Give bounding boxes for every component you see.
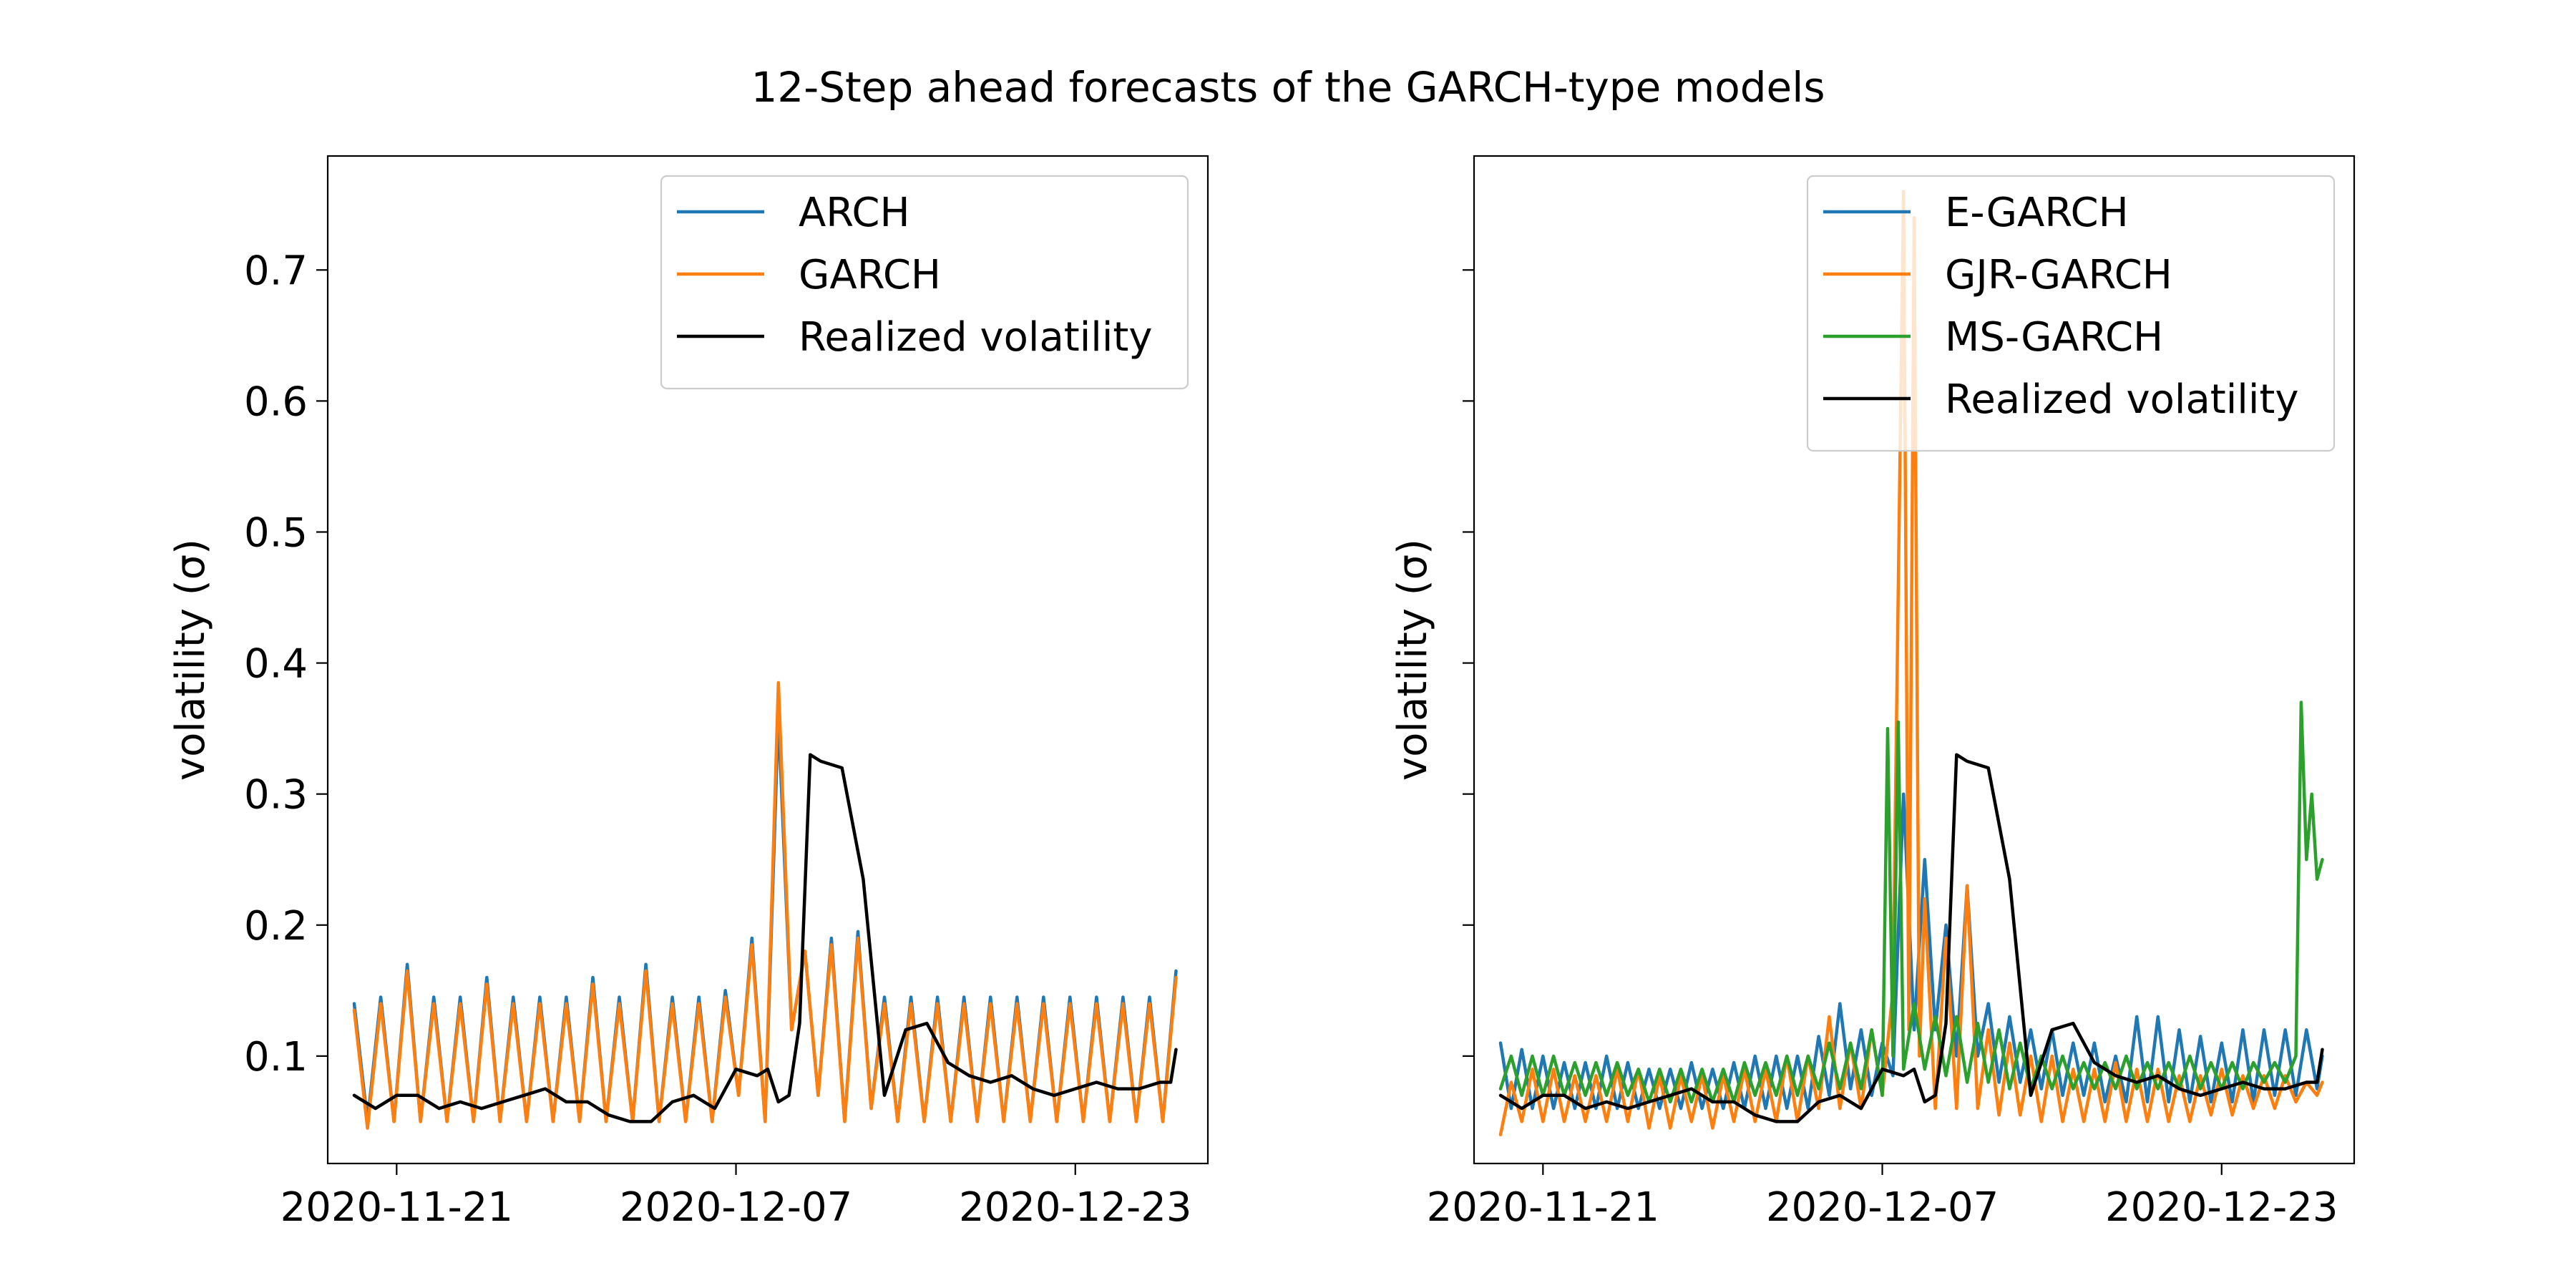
y-axis-label: volatility (σ) bbox=[1390, 539, 1436, 781]
series-line-arch bbox=[352, 713, 1178, 1123]
y-tick-label: 0.1 bbox=[244, 1034, 308, 1080]
right-chart-panel: 2020-11-21 2020-12-07 2020-12-23 volatility… bbox=[1390, 155, 2356, 1231]
legend-label-e-garch: E-GARCH bbox=[1945, 190, 2129, 236]
legend-label-gjr-garch: GJR-GARCH bbox=[1945, 252, 2172, 298]
legend: ARCH GARCH Realized volatility bbox=[660, 175, 1189, 390]
x-tick-label: 2020-12-23 bbox=[959, 1184, 1191, 1231]
axes-frame bbox=[1473, 155, 2356, 1165]
legend-label-garch: GARCH bbox=[799, 252, 941, 298]
y-axis-label: volatility (σ) bbox=[167, 539, 214, 781]
series-line-realized-volatility bbox=[1498, 753, 2324, 1123]
x-tick-label: 2020-12-07 bbox=[620, 1184, 852, 1231]
legend-label-ms-garch: MS-GARCH bbox=[1945, 314, 2163, 361]
y-tick-label: 0.7 bbox=[244, 248, 308, 294]
legend-label-realized-volatility: Realized volatility bbox=[1945, 376, 2298, 423]
legend-label-realized-volatility: Realized volatility bbox=[799, 314, 1152, 361]
series-line-garch bbox=[352, 680, 1178, 1130]
legend-box bbox=[660, 175, 1189, 390]
legend: E-GARCH GJR-GARCH MS-GARCH Realized volatil… bbox=[1806, 175, 2336, 452]
x-tick-label: 2020-12-07 bbox=[1766, 1184, 1999, 1231]
series-line-ms-garch bbox=[1498, 701, 2324, 1104]
left-chart-panel: 0.1 0.2 0.3 0.4 0.5 0.6 0.7 2020-11-21 2020-12-0… bbox=[167, 155, 1209, 1231]
axes-frame bbox=[326, 155, 1209, 1165]
x-tick-label: 2020-11-21 bbox=[1427, 1184, 1659, 1231]
series-line-e-garch bbox=[1498, 792, 2324, 1111]
y-tick-label: 0.2 bbox=[244, 903, 308, 950]
series-line-realized-volatility bbox=[352, 753, 1178, 1123]
legend-label-arch: ARCH bbox=[799, 190, 910, 236]
figure-title: 12-Step ahead forecasts of the GARCH-typ… bbox=[751, 63, 1825, 112]
x-tick-label: 2020-11-21 bbox=[280, 1184, 513, 1231]
y-tick-label: 0.3 bbox=[244, 772, 308, 819]
legend-box bbox=[1806, 175, 2336, 452]
y-tick-label: 0.6 bbox=[244, 379, 308, 425]
y-tick-label: 0.4 bbox=[244, 641, 308, 688]
plot-area bbox=[352, 680, 1178, 1130]
x-tick-label: 2020-12-23 bbox=[2105, 1184, 2338, 1231]
y-tick-label: 0.5 bbox=[244, 509, 308, 556]
